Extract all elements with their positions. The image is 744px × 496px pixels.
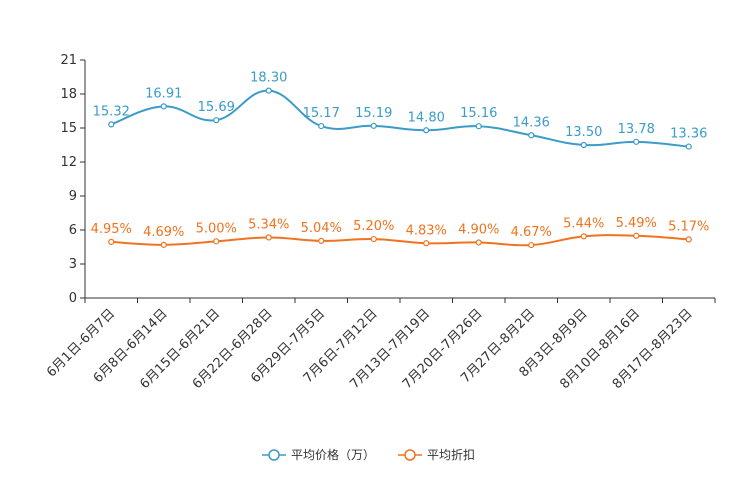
- data-label: 14.80: [408, 110, 445, 125]
- data-label: 5.04%: [301, 221, 342, 236]
- legend-item-2: 平均折扣: [398, 447, 475, 462]
- y-tick-label: 18: [60, 87, 77, 102]
- data-label: 15.19: [355, 106, 392, 121]
- data-label: 4.83%: [406, 223, 447, 238]
- series-2: 4.95% 4.69% 5.00% 5.34% 5.04% 5.20% 4.83% 4.90%…: [91, 216, 709, 249]
- data-label: 15.32: [93, 104, 130, 119]
- data-point: [685, 236, 692, 243]
- data-point: [370, 122, 377, 129]
- data-point: [528, 132, 535, 139]
- data-point: [213, 117, 220, 124]
- series-1: 15.32 16.91 15.69 18.30 15.17 15.19 14.80 15.16…: [93, 71, 707, 150]
- data-point: [580, 233, 587, 240]
- data-label: 5.49%: [616, 216, 657, 231]
- legend-label: 平均价格（万）: [291, 447, 375, 462]
- data-point: [160, 103, 167, 110]
- data-point: [160, 241, 167, 248]
- data-point: [528, 241, 535, 249]
- series-line: [111, 234, 689, 247]
- legend-label: 平均折扣: [427, 447, 475, 462]
- data-point: [318, 122, 325, 130]
- data-label: 5.17%: [668, 219, 709, 234]
- data-label: 5.20%: [353, 219, 394, 234]
- data-point: [580, 141, 587, 149]
- data-label: 5.00%: [196, 221, 237, 236]
- data-label: 13.78: [618, 122, 655, 137]
- legend-item-1: 平均价格（万）: [262, 447, 375, 462]
- y-tick-label: 9: [69, 189, 77, 204]
- data-label: 15.69: [198, 100, 235, 115]
- legend-marker-icon: [268, 449, 280, 461]
- y-tick-label: 15: [60, 121, 77, 136]
- data-point: [475, 239, 482, 246]
- data-point: [108, 121, 115, 128]
- data-label: 4.67%: [511, 225, 552, 240]
- data-label: 13.36: [670, 127, 707, 142]
- data-label: 4.69%: [143, 225, 184, 240]
- data-label: 18.30: [250, 71, 287, 86]
- data-point: [423, 240, 430, 247]
- data-point: [370, 235, 377, 243]
- y-tick-label: 21: [60, 53, 77, 68]
- data-label: 5.44%: [563, 216, 604, 231]
- data-point: [423, 127, 430, 134]
- data-label: 4.90%: [458, 222, 499, 237]
- data-label: 15.16: [460, 106, 497, 121]
- data-label: 15.17: [303, 106, 340, 121]
- data-label: 4.95%: [91, 222, 132, 237]
- data-point: [108, 238, 115, 245]
- data-point: [685, 143, 692, 150]
- data-point: [265, 234, 272, 241]
- data-point: [318, 237, 325, 244]
- legend-marker-icon: [404, 449, 416, 461]
- data-point: [213, 238, 220, 245]
- data-point: [633, 138, 640, 145]
- legend: 平均价格（万） 平均折扣: [262, 447, 475, 462]
- data-label: 14.36: [513, 115, 550, 130]
- y-tick-label: 6: [69, 223, 77, 238]
- data-label: 16.91: [145, 86, 182, 101]
- data-point: [633, 232, 640, 239]
- y-tick-label: 3: [69, 257, 77, 272]
- data-label: 5.34%: [248, 217, 289, 232]
- data-point: [265, 87, 272, 94]
- y-tick-label: 0: [69, 291, 77, 306]
- data-label: 13.50: [565, 125, 602, 140]
- y-tick-label: 12: [60, 155, 77, 170]
- data-point: [475, 123, 482, 130]
